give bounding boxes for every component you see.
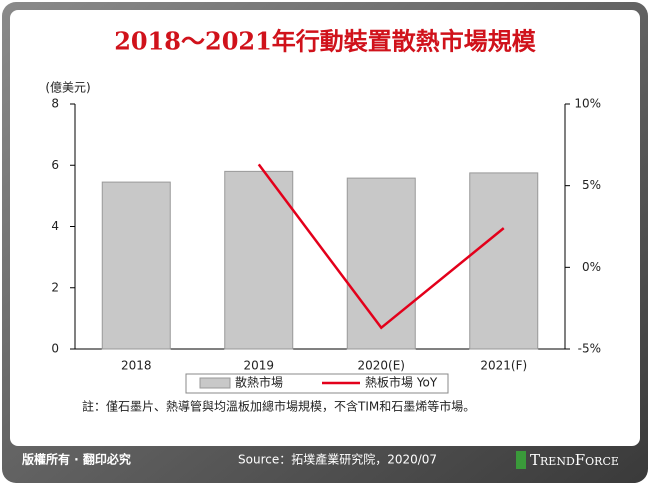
- y-tick-label: 8: [51, 97, 59, 111]
- legend-box: [185, 373, 449, 394]
- y-tick-label: 0: [51, 342, 59, 356]
- y-tick-label: 6: [51, 158, 59, 172]
- source: Source：拓墣產業研究院，2020/07: [238, 452, 437, 467]
- copyright: 版權所有 · 翻印必究: [22, 452, 131, 467]
- line: [257, 163, 505, 330]
- bar: [101, 181, 171, 350]
- x-tick-label: 2021(F): [480, 359, 527, 373]
- x-tick-label: 2018: [121, 359, 152, 373]
- y-tick-label: 2: [51, 280, 59, 294]
- bar: [469, 172, 539, 350]
- legend-label: 熱板市場 YoY: [365, 375, 438, 390]
- y2-tick-label: 10%: [574, 97, 601, 111]
- x-tick-label: 2019: [243, 359, 274, 373]
- y2-tick-label: 5%: [582, 178, 601, 192]
- bar: [346, 177, 416, 350]
- legend-label: 散熱市場: [235, 375, 283, 390]
- logo-icon: [516, 451, 526, 469]
- legend-swatch: [199, 377, 231, 389]
- y2-tick-label: -5%: [578, 342, 601, 356]
- brand: TrendForce: [530, 451, 619, 469]
- y-tick-label: 4: [51, 219, 59, 233]
- x-tick-label: 2020(E): [358, 359, 405, 373]
- note: 註：僅石墨片、熱導管與均溫板加總市場規模，不含TIM和石墨烯等市場。: [82, 399, 475, 414]
- y-axis-label: (億美元): [45, 81, 90, 95]
- bar: [224, 170, 294, 350]
- y2-tick-label: 0%: [582, 260, 601, 274]
- chart-title: 2018～2021年行動裝置散熱市場規模: [114, 27, 537, 56]
